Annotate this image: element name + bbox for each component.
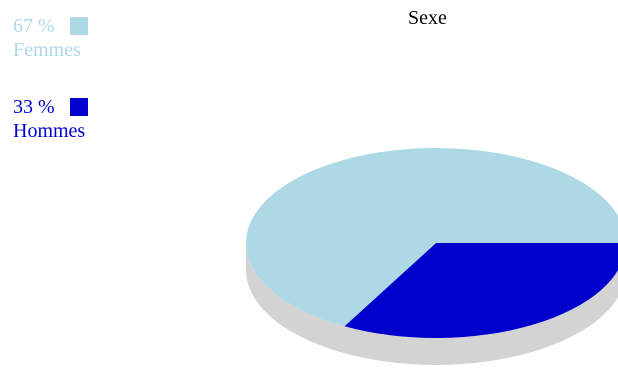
legend-item-femmes: 67 % Femmes: [13, 14, 88, 62]
chart-title: Sexe: [408, 7, 447, 29]
legend-item-hommes: 33 % Hommes: [13, 95, 88, 143]
legend-swatch-hommes: [69, 98, 88, 116]
legend-percent-femmes: 67 %: [13, 15, 55, 37]
legend-label-femmes: Femmes: [13, 39, 81, 61]
legend-percent-hommes: 33 %: [13, 96, 55, 118]
pie-slice-femmes: [246, 148, 618, 327]
pie-side: [246, 243, 618, 365]
legend-label-hommes: Hommes: [13, 120, 86, 142]
pie-slice-hommes: [344, 243, 618, 338]
legend-swatch-femmes: [69, 17, 88, 35]
